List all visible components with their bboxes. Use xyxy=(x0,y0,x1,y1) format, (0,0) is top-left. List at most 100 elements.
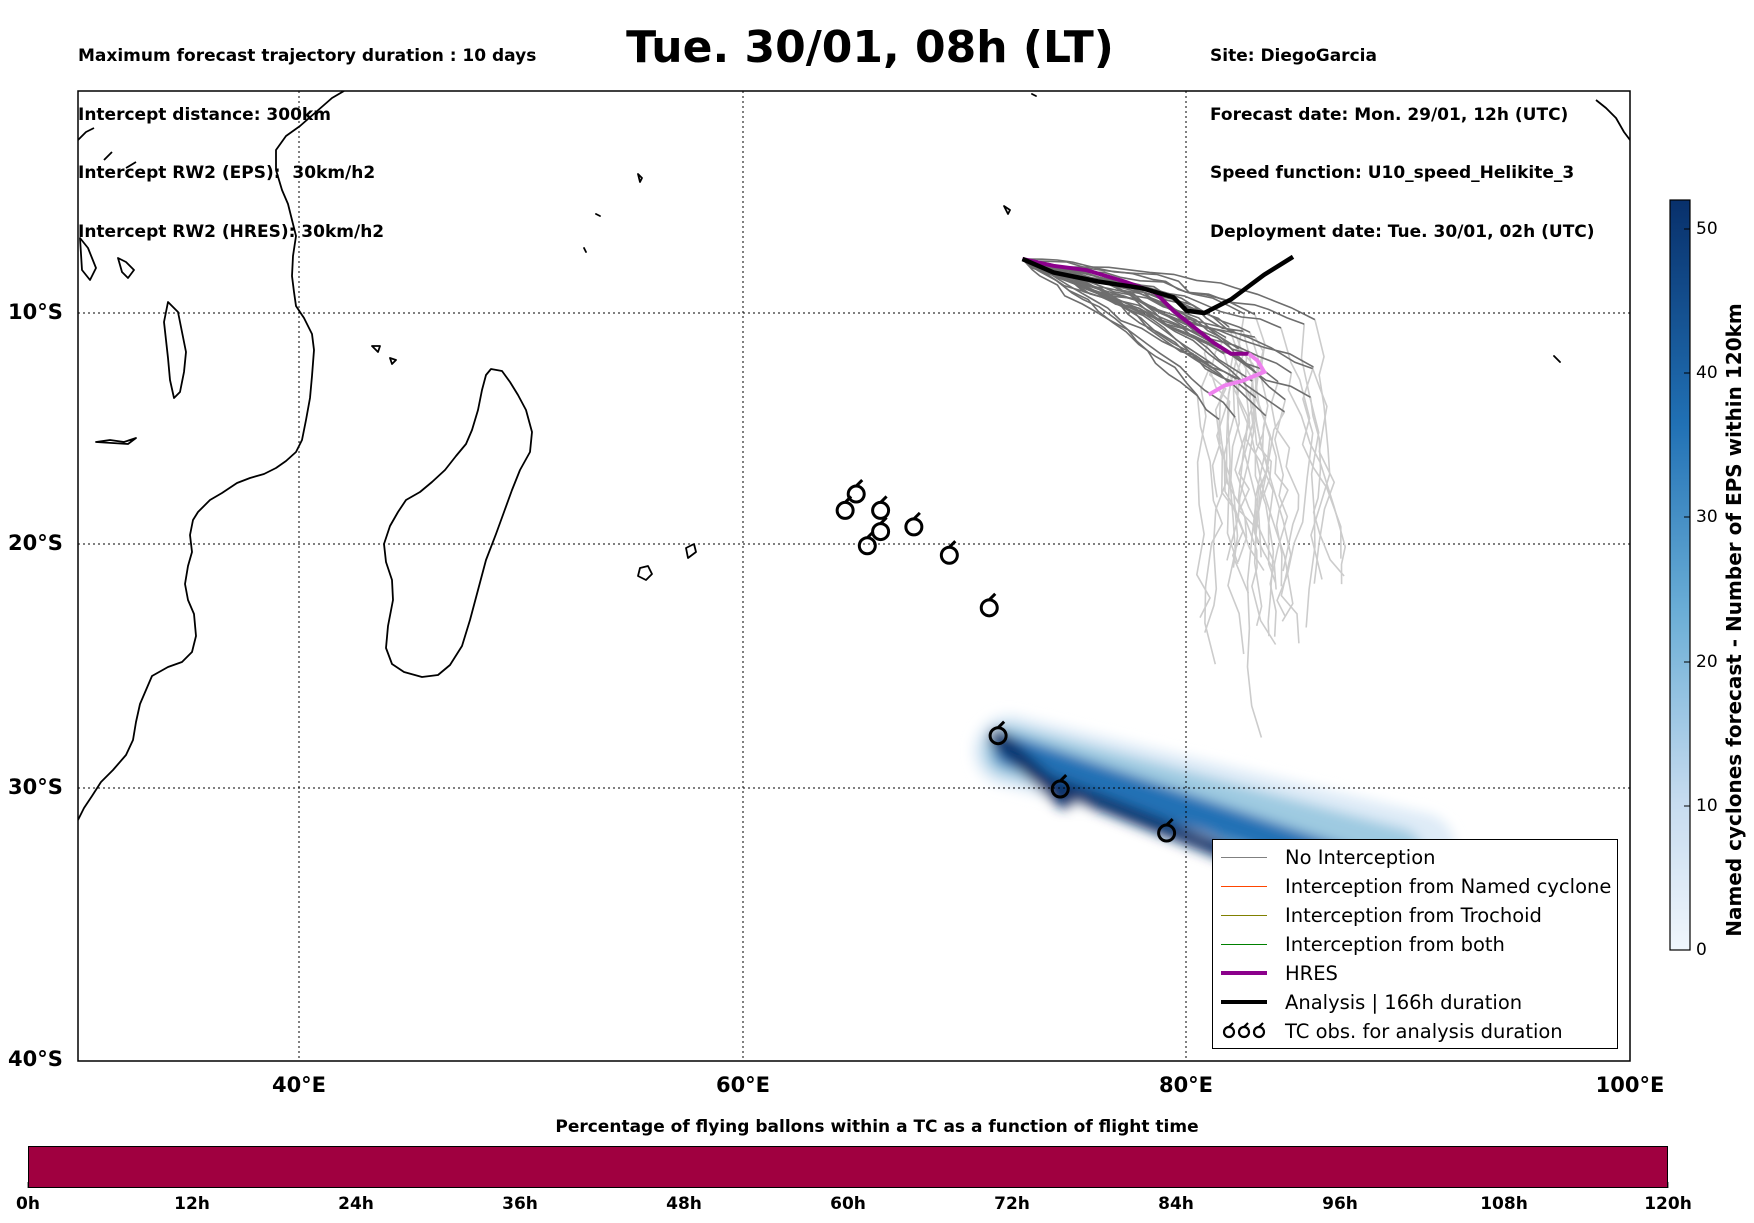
legend-item-both: Interception from both xyxy=(1221,930,1505,958)
map-area xyxy=(78,91,1630,1061)
sumatra-edge-coast xyxy=(1595,99,1630,141)
right-colorbar xyxy=(1669,199,1691,951)
ensemble-track xyxy=(1022,258,1231,385)
legend-label: Interception from Trochoid xyxy=(1285,903,1542,927)
comoros-coast xyxy=(371,345,397,365)
header-left: Maximum forecast trajectory duration : 1… xyxy=(78,8,536,262)
page-title: Tue. 30/01, 08h (LT) xyxy=(626,22,1114,73)
ensemble-track xyxy=(1216,384,1250,594)
reunion-coast xyxy=(637,565,653,581)
intercept-distance-label: Intercept distance: 300km xyxy=(78,104,331,125)
bottom-colorbar xyxy=(28,1146,1668,1188)
ensemble-track xyxy=(1237,332,1259,563)
lake2-coast xyxy=(117,257,135,279)
graticule xyxy=(78,91,1630,1061)
lat-label-20s: 20°S xyxy=(8,531,63,555)
analysis-track xyxy=(1021,254,1295,316)
cyclone-symbol-icon xyxy=(857,530,877,556)
ensemble-track xyxy=(1276,366,1315,617)
cyclone-symbol-icon xyxy=(1222,1022,1266,1039)
ensemble-track xyxy=(1310,319,1331,580)
legend-line-orange xyxy=(1221,885,1267,887)
legend-line-green xyxy=(1221,943,1267,945)
cbar-tick-20: 20 xyxy=(1696,652,1718,672)
lat-label-40s: 40°S xyxy=(8,1047,63,1071)
east-africa-upper-coast xyxy=(78,127,137,169)
legend-item-no-interception: No Interception xyxy=(1221,843,1436,871)
legend-item-named-cyclone: Interception from Named cyclone xyxy=(1221,872,1611,900)
ensemble-track xyxy=(1022,258,1256,316)
max-duration-label: Maximum forecast trajectory duration : 1… xyxy=(78,46,537,66)
ensemble-track xyxy=(1021,258,1198,397)
forecast-date-label: Forecast date: Mon. 29/01, 12h (UTC) xyxy=(1210,104,1569,125)
cbar-tick-10: 10 xyxy=(1696,796,1718,816)
mauritius-coast xyxy=(685,543,697,559)
ensemble-track xyxy=(1259,411,1286,637)
lon-label-60e: 60°E xyxy=(715,1073,771,1097)
ensemble-track xyxy=(1227,378,1245,655)
ensemble-track xyxy=(1208,337,1227,498)
legend-label: No Interception xyxy=(1285,845,1436,869)
bottom-tick-label: 84h xyxy=(1158,1194,1194,1214)
ensemble-track xyxy=(1228,326,1273,568)
legend-label: Analysis | 166h duration xyxy=(1285,990,1523,1014)
ensemble-track xyxy=(1223,353,1294,622)
legend-item-tc-obs: TC obs. for analysis duration xyxy=(1221,1017,1563,1045)
header-right: Site: DiegoGarcia Forecast date: Mon. 29… xyxy=(1210,8,1595,262)
right-colorbar-ticks xyxy=(1684,228,1690,951)
bottom-tick-label: 12h xyxy=(174,1194,210,1214)
ensemble-track xyxy=(1195,362,1213,618)
lon-label-80e: 80°E xyxy=(1158,1073,1214,1097)
cbar-tick-0: 0 xyxy=(1696,940,1707,960)
ensemble-track xyxy=(1270,381,1300,572)
lat-label-30s: 30°S xyxy=(8,775,63,799)
speed-function-label: Speed function: U10_speed_Helikite_3 xyxy=(1210,163,1575,183)
seychelles-coast xyxy=(583,173,643,253)
bottom-tick-label: 96h xyxy=(1322,1194,1358,1214)
legend-line-black xyxy=(1221,1000,1267,1004)
cyclone-symbol-icon xyxy=(1050,773,1070,799)
legend-item-hres: HRES xyxy=(1221,959,1338,987)
legend-label: Interception from both xyxy=(1285,932,1505,956)
legend-line-gray xyxy=(1221,856,1267,858)
legend-line-purple xyxy=(1221,971,1267,975)
intercept-hres-label: Intercept RW2 (HRES): 30km/h2 xyxy=(78,221,385,242)
ensemble-tracks-late xyxy=(1195,313,1347,738)
cyclone-symbol-icon xyxy=(904,511,924,537)
lake-coast xyxy=(163,301,187,399)
hres-track xyxy=(1022,257,1249,356)
ensemble-track xyxy=(1309,397,1345,577)
cyclone-symbol-icon xyxy=(835,495,855,520)
legend-item-trochoid: Interception from Trochoid xyxy=(1221,901,1542,929)
lake3-coast xyxy=(79,237,97,281)
legend-label: TC obs. for analysis duration xyxy=(1285,1019,1563,1043)
ensemble-track xyxy=(1022,258,1245,315)
cyclone-symbol-icon xyxy=(979,592,999,618)
bottom-tick-label: 36h xyxy=(502,1194,538,1214)
madagascar-coast xyxy=(383,368,533,678)
cyclone-symbol-icon xyxy=(871,495,891,520)
lat-label-10s: 10°S xyxy=(8,300,63,324)
bottom-tick-label: 60h xyxy=(830,1194,866,1214)
cyclone-symbol-icon xyxy=(871,516,891,542)
coastlines xyxy=(78,91,1630,821)
lon-label-40e: 40°E xyxy=(271,1073,327,1097)
ensemble-track xyxy=(1300,324,1320,628)
ensemble-track xyxy=(1196,395,1224,665)
bottom-tick-label: 24h xyxy=(338,1194,374,1214)
right-colorbar-title: Named cyclones forecast - Number of EPS … xyxy=(1722,303,1746,937)
africa-coast xyxy=(78,91,345,821)
cyclone-symbol-icon xyxy=(846,478,866,504)
site-label: Site: DiegoGarcia xyxy=(1210,46,1377,66)
cbar-tick-40: 40 xyxy=(1696,363,1718,383)
bottom-tick-label: 72h xyxy=(994,1194,1030,1214)
lake4-coast xyxy=(95,437,137,445)
cyclone-symbol-icon xyxy=(939,540,959,565)
ensemble-track xyxy=(1234,417,1263,738)
legend-label: HRES xyxy=(1285,961,1338,985)
lon-label-100e: 100°E xyxy=(1595,1073,1665,1097)
tc-observations xyxy=(835,478,1177,843)
bottom-tick-label: 108h xyxy=(1480,1194,1528,1214)
ensemble-tracks-early xyxy=(1021,258,1316,420)
